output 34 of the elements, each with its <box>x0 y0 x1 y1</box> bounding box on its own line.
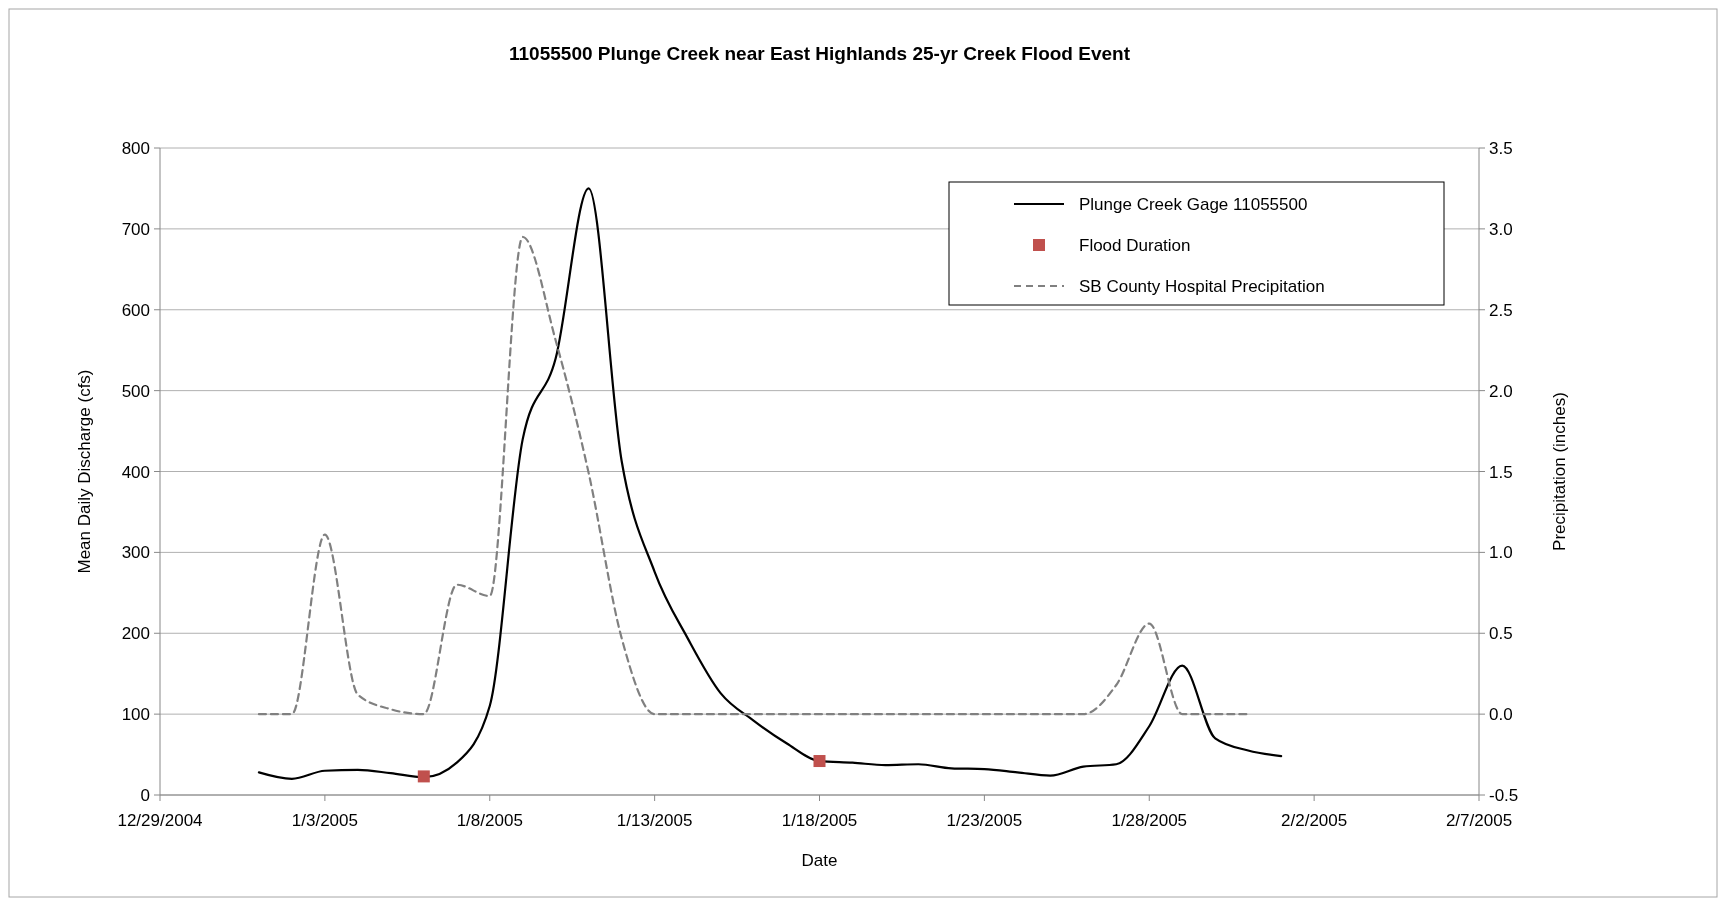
x-tick-label: 12/29/2004 <box>117 811 203 830</box>
y-tick-label: 0 <box>140 786 150 805</box>
y2-tick-label: 3.5 <box>1489 139 1513 158</box>
y-tick-label: 800 <box>121 139 150 158</box>
y2-axis-title: Precipitation (inches) <box>1550 392 1569 551</box>
y-tick-label: 500 <box>121 381 150 401</box>
x-tick-label: 2/7/2005 <box>1445 811 1513 830</box>
y2-tick-label: 2.5 <box>1489 300 1513 320</box>
y-tick-label: 200 <box>121 624 150 644</box>
x-tick-label: 2/2/2005 <box>1281 811 1348 830</box>
y-tick-label: 600 <box>121 300 150 320</box>
y-tick-label: 100 <box>121 705 150 725</box>
x-tick-label: 1/13/2005 <box>616 811 693 830</box>
y2-tick-label: 3.0 <box>1489 219 1513 239</box>
x-tick-label: 1/18/2005 <box>781 811 858 830</box>
legend-label: Flood Duration <box>1079 236 1191 255</box>
legend-label: Plunge Creek Gage 11055500 <box>1079 195 1308 214</box>
y-tick-label: 400 <box>121 462 150 482</box>
y-tick-label: 700 <box>121 219 150 239</box>
x-tick-label: 1/23/2005 <box>946 811 1023 830</box>
y2-tick-label: 1.0 <box>1489 543 1513 563</box>
y-axis-title: Mean Daily Discharge (cfs) <box>75 369 94 574</box>
x-tick-label: 1/28/2005 <box>1111 811 1188 830</box>
legend-label: SB County Hospital Precipitation <box>1079 277 1325 296</box>
y-tick-label: 300 <box>121 543 150 563</box>
x-tick-label: 1/8/2005 <box>456 811 523 830</box>
x-tick-label: 1/3/2005 <box>291 811 358 830</box>
y2-tick-label: 0.5 <box>1489 624 1513 644</box>
x-axis-title: Date <box>801 851 838 870</box>
y2-tick-label: 0.0 <box>1489 705 1513 725</box>
y2-tick-label: -0.5 <box>1489 786 1519 805</box>
chart-title: 11055500 Plunge Creek near East Highlands 25-yr Creek Flood Event <box>509 43 1131 64</box>
y2-tick-label: 1.5 <box>1489 462 1513 482</box>
y2-tick-label: 2.0 <box>1489 381 1513 401</box>
